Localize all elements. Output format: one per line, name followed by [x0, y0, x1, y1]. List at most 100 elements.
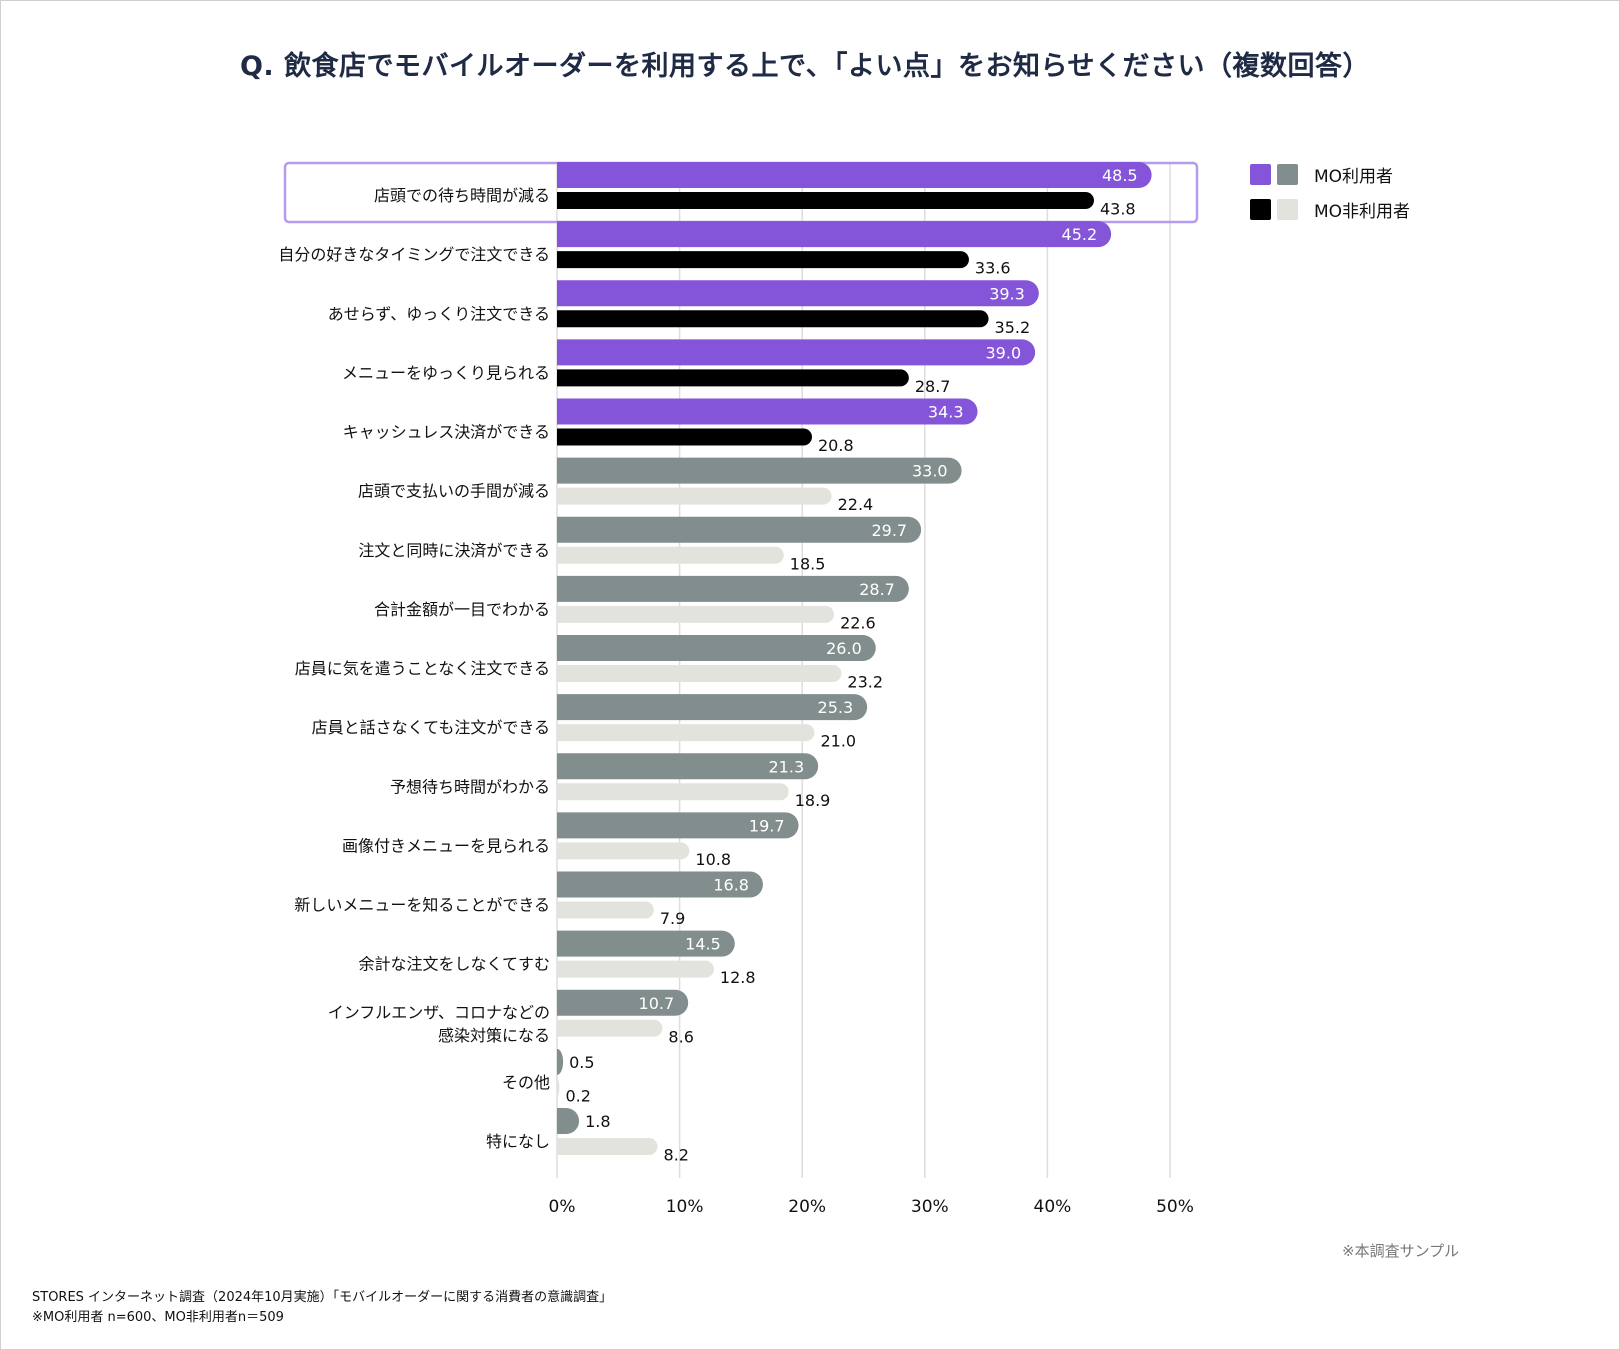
category-group: 注文と同時に決済ができる 29.7 18.5	[358, 516, 922, 573]
bar-mo-user	[557, 635, 876, 661]
category-label: 感染対策になる	[438, 1026, 550, 1045]
value-label-mo-user: 45.2	[1062, 225, 1098, 244]
legend-swatch-nonuser	[1277, 198, 1298, 220]
value-label-mo-nonuser: 43.8	[1100, 200, 1136, 219]
bar-mo-user	[557, 871, 763, 898]
bar-mo-nonuser	[557, 724, 815, 742]
bar-mo-nonuser	[557, 251, 969, 269]
bar-mo-user	[557, 930, 735, 957]
bar-mo-nonuser	[557, 1019, 663, 1037]
bar-mo-user	[557, 221, 1112, 248]
value-label-mo-nonuser: 10.8	[695, 850, 731, 869]
value-label-mo-user: 16.8	[713, 876, 749, 895]
category-label: 特になし	[486, 1132, 550, 1151]
bar-mo-user	[557, 457, 962, 484]
value-label-mo-user: 34.3	[928, 403, 964, 422]
x-tick-label: 10%	[666, 1197, 704, 1217]
bar-mo-user	[557, 280, 1039, 307]
category-label: 余計な注文をしなくてすむ	[358, 955, 550, 974]
category-group: メニューをゆっくり見られる 39.0 28.7	[342, 339, 1036, 396]
bar-mo-nonuser	[557, 310, 989, 328]
category-group: 店頭で支払いの手間が減る 33.0 22.4	[358, 457, 962, 514]
category-group: 新しいメニューを知ることができる 16.8 7.9	[294, 871, 763, 928]
value-label-mo-nonuser: 12.8	[720, 968, 756, 987]
value-label-mo-user: 48.5	[1102, 166, 1138, 185]
category-label: 注文と同時に決済ができる	[358, 541, 550, 560]
category-label: 画像付きメニューを見られる	[342, 836, 550, 855]
x-tick-label: 20%	[788, 1197, 826, 1217]
legend: MO利用者 MO非利用者	[1250, 162, 1410, 232]
category-group: あせらず、ゆっくり注文できる 39.3 35.2	[328, 280, 1039, 337]
value-label-mo-nonuser: 18.9	[795, 791, 831, 810]
value-label-mo-nonuser: 28.7	[915, 377, 951, 396]
bar-mo-nonuser	[557, 1078, 560, 1096]
category-label: 店員に気を遣うことなく注文できる	[295, 659, 550, 678]
category-group: 画像付きメニューを見られる 19.7 10.8	[342, 812, 799, 869]
bar-mo-nonuser	[557, 428, 813, 446]
legend-swatch-user-highlight	[1250, 163, 1271, 185]
value-label-mo-user: 14.5	[685, 935, 721, 954]
value-label-mo-nonuser: 21.0	[820, 732, 856, 751]
value-label-mo-nonuser: 20.8	[818, 436, 854, 455]
category-label: 新しいメニューを知ることができる	[294, 896, 550, 915]
bar-mo-nonuser	[557, 192, 1094, 209]
legend-label-nonuser: MO非利用者	[1314, 201, 1411, 222]
category-label: 自分の好きなタイミングで注文できる	[278, 245, 550, 264]
legend-item-user: MO利用者	[1250, 162, 1410, 187]
value-label-mo-nonuser: 35.2	[995, 318, 1031, 337]
value-label-mo-nonuser: 22.4	[838, 495, 874, 514]
value-label-mo-nonuser: 8.6	[668, 1027, 693, 1046]
value-label-mo-user: 28.7	[859, 580, 895, 599]
bar-mo-user	[557, 339, 1036, 366]
category-group: 店頭での待ち時間が減る 48.5 43.8	[374, 162, 1152, 219]
sample-note: ※本調査サンプル	[1342, 1242, 1460, 1260]
category-group: 余計な注文をしなくてすむ 14.5 12.8	[358, 930, 756, 987]
footer: STORES インターネット調査（2024年10月実施）「モバイルオーダーに関す…	[32, 1288, 612, 1328]
category-group: 合計金額が一目でわかる 28.7 22.6	[374, 575, 909, 632]
value-label-mo-user: 26.0	[826, 639, 862, 658]
value-label-mo-user: 39.0	[986, 343, 1022, 362]
bar-mo-nonuser	[557, 1138, 658, 1155]
bar-mo-user	[557, 1048, 564, 1075]
bar-chart: 0% 10% 20% 30% 40% 50% 店頭での待ち時間が減る 48.5 43.8 自分の好…	[278, 161, 1199, 1217]
category-label: キャッシュレス決済ができる	[343, 423, 550, 442]
bar-mo-user	[557, 753, 819, 780]
value-label-mo-nonuser: 33.6	[975, 259, 1011, 278]
bar-mo-nonuser	[557, 546, 784, 564]
value-label-mo-user: 1.8	[585, 1112, 610, 1131]
x-tick-label: 0%	[549, 1197, 576, 1217]
footer-source: STORES インターネット調査（2024年10月実施）「モバイルオーダーに関す…	[32, 1290, 613, 1305]
bar-mo-user	[557, 694, 868, 721]
value-label-mo-user: 19.7	[749, 816, 785, 835]
category-label: あせらず、ゆっくり注文できる	[328, 304, 550, 323]
x-tick-label: 40%	[1034, 1197, 1072, 1217]
bar-mo-user	[557, 575, 909, 602]
legend-swatch-nonuser-highlight	[1250, 198, 1271, 220]
value-label-mo-user: 0.5	[569, 1053, 594, 1072]
bar-mo-nonuser	[557, 369, 909, 387]
bar-mo-user	[557, 1108, 580, 1134]
value-label-mo-user: 39.3	[989, 284, 1025, 303]
category-label: 店頭での待ち時間が減る	[374, 186, 550, 205]
bar-mo-nonuser	[557, 960, 714, 978]
value-label-mo-user: 10.7	[639, 994, 675, 1013]
category-label: 予想待ち時間がわかる	[390, 777, 550, 796]
category-group: その他 0.5 0.2	[502, 1048, 595, 1105]
chart-title: Q. 飲食店でモバイルオーダーを利用する上で､「よい点」をお知らせください（複数…	[239, 51, 1371, 82]
category-group: 店員と話さなくても注文ができる 25.3 21.0	[312, 694, 868, 751]
bar-mo-nonuser	[557, 665, 842, 682]
bar-mo-user	[557, 162, 1152, 188]
bar-mo-nonuser	[557, 842, 690, 860]
value-label-mo-nonuser: 22.6	[840, 613, 876, 632]
x-tick-label: 30%	[911, 1197, 949, 1217]
value-label-mo-nonuser: 7.9	[660, 909, 685, 928]
legend-item-nonuser: MO非利用者	[1250, 197, 1411, 222]
category-label: インフルエンザ、コロナなどの	[328, 1003, 550, 1022]
value-label-mo-user: 21.3	[769, 757, 805, 776]
legend-swatch-user	[1277, 163, 1298, 185]
legend-label-user: MO利用者	[1314, 166, 1394, 187]
category-group: 店員に気を遣うことなく注文できる 26.0 23.2	[295, 635, 883, 692]
value-label-mo-user: 29.7	[871, 521, 907, 540]
